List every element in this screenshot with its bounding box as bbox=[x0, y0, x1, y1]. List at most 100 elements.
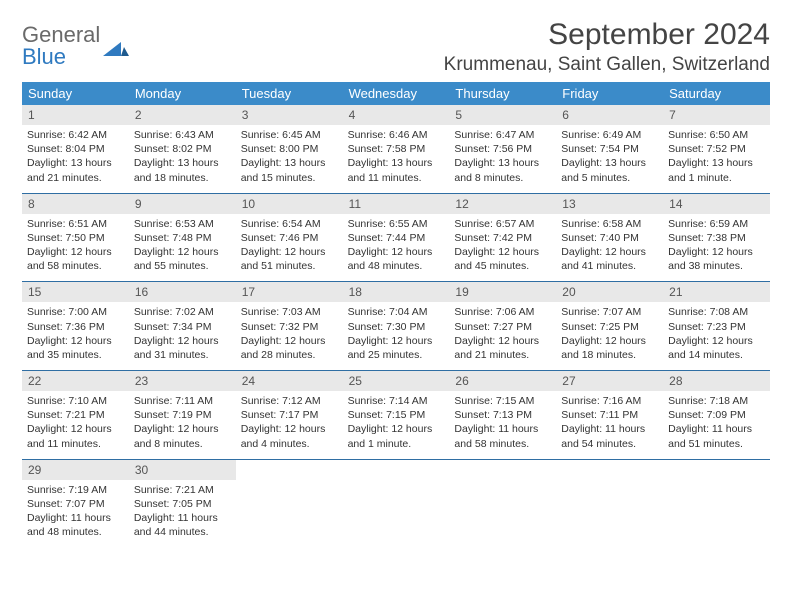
day-line: Sunrise: 6:49 AM bbox=[561, 128, 658, 142]
day-line: Sunset: 7:09 PM bbox=[668, 408, 765, 422]
day-line: and 48 minutes. bbox=[348, 259, 445, 273]
day-number: 11 bbox=[343, 194, 450, 214]
day-line: and 5 minutes. bbox=[561, 171, 658, 185]
day-line: Sunset: 7:50 PM bbox=[27, 231, 124, 245]
day-number: 17 bbox=[236, 282, 343, 302]
day-number: 12 bbox=[449, 194, 556, 214]
day-line: Daylight: 12 hours bbox=[241, 422, 338, 436]
day-line: Sunset: 7:27 PM bbox=[454, 320, 551, 334]
day-line: Sunrise: 7:10 AM bbox=[27, 394, 124, 408]
day-cell: 15Sunrise: 7:00 AMSunset: 7:36 PMDayligh… bbox=[22, 282, 129, 370]
day-body: Sunrise: 6:53 AMSunset: 7:48 PMDaylight:… bbox=[129, 214, 236, 282]
day-cell: 28Sunrise: 7:18 AMSunset: 7:09 PMDayligh… bbox=[663, 371, 770, 459]
day-line: Daylight: 13 hours bbox=[561, 156, 658, 170]
day-body: Sunrise: 6:45 AMSunset: 8:00 PMDaylight:… bbox=[236, 125, 343, 193]
day-line: and 54 minutes. bbox=[561, 437, 658, 451]
day-number: 30 bbox=[129, 460, 236, 480]
day-line: Daylight: 12 hours bbox=[561, 334, 658, 348]
day-line: Sunset: 7:56 PM bbox=[454, 142, 551, 156]
day-cell: 12Sunrise: 6:57 AMSunset: 7:42 PMDayligh… bbox=[449, 194, 556, 282]
day-line: and 18 minutes. bbox=[561, 348, 658, 362]
day-line: Sunset: 7:19 PM bbox=[134, 408, 231, 422]
day-header-sun: Sunday bbox=[22, 82, 129, 105]
month-title: September 2024 bbox=[444, 18, 770, 52]
day-cell: 30Sunrise: 7:21 AMSunset: 7:05 PMDayligh… bbox=[129, 460, 236, 548]
day-number: 4 bbox=[343, 105, 450, 125]
day-line: and 58 minutes. bbox=[27, 259, 124, 273]
day-number: 26 bbox=[449, 371, 556, 391]
day-body: Sunrise: 6:47 AMSunset: 7:56 PMDaylight:… bbox=[449, 125, 556, 193]
day-line: Daylight: 11 hours bbox=[668, 422, 765, 436]
day-line: Sunset: 7:32 PM bbox=[241, 320, 338, 334]
day-line: Sunset: 7:17 PM bbox=[241, 408, 338, 422]
day-cell: 27Sunrise: 7:16 AMSunset: 7:11 PMDayligh… bbox=[556, 371, 663, 459]
day-line: Daylight: 12 hours bbox=[348, 422, 445, 436]
day-cell: 20Sunrise: 7:07 AMSunset: 7:25 PMDayligh… bbox=[556, 282, 663, 370]
day-line: and 18 minutes. bbox=[134, 171, 231, 185]
day-line: Daylight: 12 hours bbox=[454, 334, 551, 348]
day-line: Daylight: 12 hours bbox=[348, 334, 445, 348]
day-cell: 10Sunrise: 6:54 AMSunset: 7:46 PMDayligh… bbox=[236, 194, 343, 282]
day-body: Sunrise: 6:51 AMSunset: 7:50 PMDaylight:… bbox=[22, 214, 129, 282]
day-line: Sunset: 7:07 PM bbox=[27, 497, 124, 511]
day-number: 21 bbox=[663, 282, 770, 302]
day-line: Sunset: 7:42 PM bbox=[454, 231, 551, 245]
day-line: and 48 minutes. bbox=[27, 525, 124, 539]
day-line: Sunrise: 7:11 AM bbox=[134, 394, 231, 408]
day-line: Daylight: 12 hours bbox=[27, 422, 124, 436]
day-cell: 26Sunrise: 7:15 AMSunset: 7:13 PMDayligh… bbox=[449, 371, 556, 459]
day-body: Sunrise: 6:55 AMSunset: 7:44 PMDaylight:… bbox=[343, 214, 450, 282]
day-body: Sunrise: 7:00 AMSunset: 7:36 PMDaylight:… bbox=[22, 302, 129, 370]
day-cell: 17Sunrise: 7:03 AMSunset: 7:32 PMDayligh… bbox=[236, 282, 343, 370]
day-line: Sunrise: 7:18 AM bbox=[668, 394, 765, 408]
day-line: and 38 minutes. bbox=[668, 259, 765, 273]
day-line: Sunset: 8:02 PM bbox=[134, 142, 231, 156]
day-body: Sunrise: 7:02 AMSunset: 7:34 PMDaylight:… bbox=[129, 302, 236, 370]
day-number: 19 bbox=[449, 282, 556, 302]
day-line: and 51 minutes. bbox=[241, 259, 338, 273]
day-line: Sunrise: 6:58 AM bbox=[561, 217, 658, 231]
day-cell: 21Sunrise: 7:08 AMSunset: 7:23 PMDayligh… bbox=[663, 282, 770, 370]
day-body: Sunrise: 7:08 AMSunset: 7:23 PMDaylight:… bbox=[663, 302, 770, 370]
calendar: Sunday Monday Tuesday Wednesday Thursday… bbox=[22, 82, 770, 547]
day-line: and 11 minutes. bbox=[348, 171, 445, 185]
day-cell: 7Sunrise: 6:50 AMSunset: 7:52 PMDaylight… bbox=[663, 105, 770, 193]
day-line: Sunset: 7:11 PM bbox=[561, 408, 658, 422]
logo-text: General Blue bbox=[22, 22, 100, 70]
day-body: Sunrise: 6:46 AMSunset: 7:58 PMDaylight:… bbox=[343, 125, 450, 193]
day-line: and 14 minutes. bbox=[668, 348, 765, 362]
day-line: and 1 minute. bbox=[668, 171, 765, 185]
day-line: Sunset: 7:05 PM bbox=[134, 497, 231, 511]
day-line: Sunrise: 7:03 AM bbox=[241, 305, 338, 319]
day-number: 5 bbox=[449, 105, 556, 125]
title-block: September 2024 Krummenau, Saint Gallen, … bbox=[444, 18, 770, 76]
day-line: Daylight: 12 hours bbox=[668, 245, 765, 259]
day-body: Sunrise: 7:15 AMSunset: 7:13 PMDaylight:… bbox=[449, 391, 556, 459]
day-line: Sunrise: 7:12 AM bbox=[241, 394, 338, 408]
day-cell: 8Sunrise: 6:51 AMSunset: 7:50 PMDaylight… bbox=[22, 194, 129, 282]
day-number: 25 bbox=[343, 371, 450, 391]
logo: General Blue bbox=[22, 22, 129, 70]
day-line: Sunrise: 7:14 AM bbox=[348, 394, 445, 408]
day-line: and 11 minutes. bbox=[27, 437, 124, 451]
day-number: 29 bbox=[22, 460, 129, 480]
day-line: and 55 minutes. bbox=[134, 259, 231, 273]
day-number: 13 bbox=[556, 194, 663, 214]
day-number: 3 bbox=[236, 105, 343, 125]
day-cell: 23Sunrise: 7:11 AMSunset: 7:19 PMDayligh… bbox=[129, 371, 236, 459]
day-body: Sunrise: 7:04 AMSunset: 7:30 PMDaylight:… bbox=[343, 302, 450, 370]
day-body: Sunrise: 7:14 AMSunset: 7:15 PMDaylight:… bbox=[343, 391, 450, 459]
week-row: 22Sunrise: 7:10 AMSunset: 7:21 PMDayligh… bbox=[22, 371, 770, 460]
day-body: Sunrise: 6:54 AMSunset: 7:46 PMDaylight:… bbox=[236, 214, 343, 282]
day-line: Daylight: 13 hours bbox=[668, 156, 765, 170]
day-body: Sunrise: 7:18 AMSunset: 7:09 PMDaylight:… bbox=[663, 391, 770, 459]
day-line: Daylight: 13 hours bbox=[27, 156, 124, 170]
day-line: Sunset: 8:00 PM bbox=[241, 142, 338, 156]
day-line: Daylight: 13 hours bbox=[454, 156, 551, 170]
day-line: Sunrise: 6:42 AM bbox=[27, 128, 124, 142]
day-line: Sunset: 7:58 PM bbox=[348, 142, 445, 156]
day-cell: 9Sunrise: 6:53 AMSunset: 7:48 PMDaylight… bbox=[129, 194, 236, 282]
day-body: Sunrise: 7:07 AMSunset: 7:25 PMDaylight:… bbox=[556, 302, 663, 370]
week-row: 29Sunrise: 7:19 AMSunset: 7:07 PMDayligh… bbox=[22, 460, 770, 548]
day-body: Sunrise: 6:43 AMSunset: 8:02 PMDaylight:… bbox=[129, 125, 236, 193]
